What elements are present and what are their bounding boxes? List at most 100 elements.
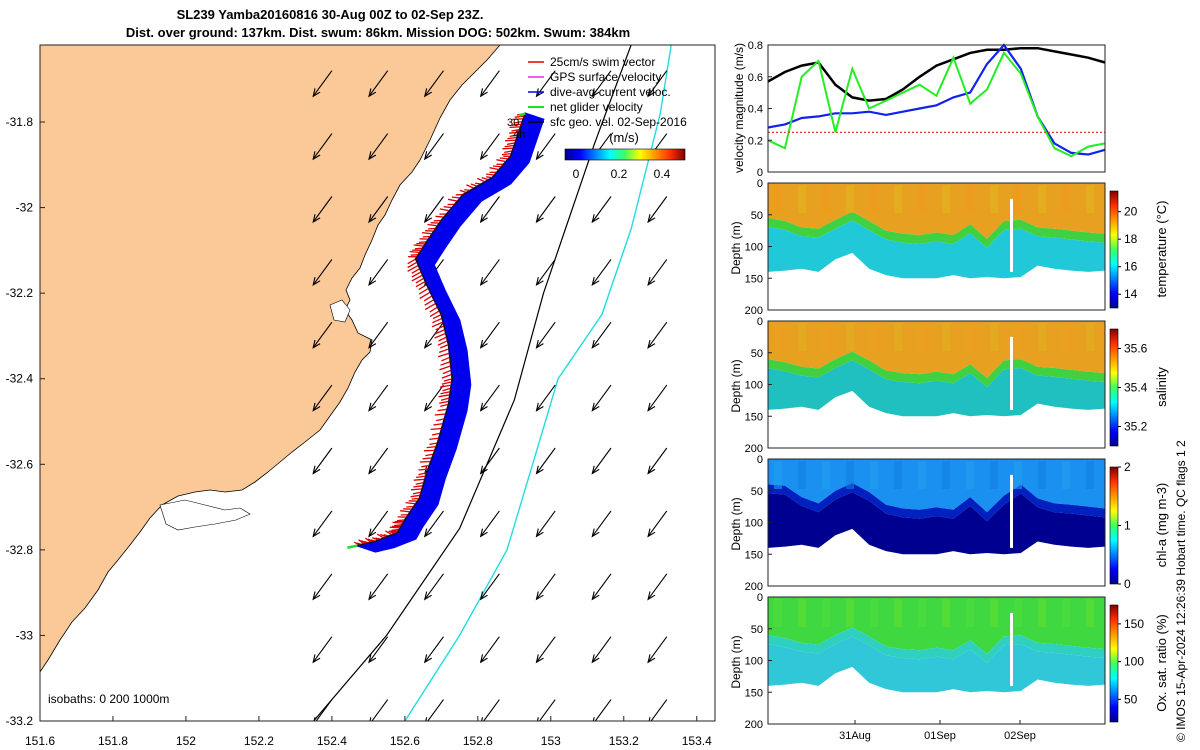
section-ytick-label: 0 — [757, 178, 763, 190]
swim-vector — [400, 510, 411, 513]
current-vector-head — [423, 339, 432, 349]
current-vector — [591, 573, 612, 600]
velocity-ytick-label: 0.8 — [748, 40, 763, 52]
legend-item-sfc: sfc geo. vel. 02-Sep-2016 — [550, 115, 687, 129]
swim-vector — [489, 167, 500, 171]
swim-vector — [376, 533, 385, 539]
current-vector-head — [535, 151, 544, 161]
swim-vector — [438, 336, 448, 342]
estuary-island — [159, 499, 251, 531]
swim-vector — [439, 343, 449, 349]
section-streak — [870, 599, 878, 627]
swim-vector — [440, 397, 450, 401]
current-vector — [312, 133, 333, 160]
section-ylabel: Depth (m) — [729, 359, 743, 412]
current-vector-head — [592, 717, 600, 721]
section-streak — [990, 599, 998, 627]
map-axes-frame — [39, 44, 716, 722]
section-streak — [990, 185, 998, 213]
current-vector — [424, 196, 444, 223]
swim-vector — [431, 432, 441, 436]
swim-vector — [440, 390, 451, 395]
swim-vector — [434, 413, 446, 416]
current-vector-head — [368, 654, 377, 664]
current-vector — [591, 636, 612, 663]
current-vector — [368, 70, 389, 97]
section-colorbar-tick-label: 0 — [1124, 577, 1131, 591]
section-transition-layer — [768, 627, 1105, 663]
section-streak — [1086, 323, 1094, 351]
section-streak — [894, 461, 902, 489]
current-vector-head — [647, 339, 656, 349]
current-vector — [312, 196, 333, 223]
current-vector — [591, 510, 612, 537]
section-transition-layer — [768, 351, 1105, 387]
current-vector — [312, 259, 333, 286]
velocity-ytick-label: 0 — [757, 167, 763, 179]
current-vector-head — [479, 276, 488, 287]
glider-track — [347, 112, 545, 553]
section-streak — [774, 461, 782, 489]
swim-vector — [418, 468, 429, 471]
current-vector-head — [647, 654, 656, 664]
swim-vector — [447, 198, 458, 202]
current-vector-head — [591, 214, 600, 224]
swim-vector — [410, 488, 423, 491]
section-streak — [774, 599, 782, 627]
track-time-label: 30 — [507, 117, 519, 129]
velocity-ylabel: velocity magnitude (m/s) — [732, 43, 746, 173]
current-vector — [591, 384, 612, 411]
current-vector — [536, 384, 556, 411]
section-ytick-label: 100 — [745, 380, 763, 392]
current-vector-head — [647, 88, 656, 98]
section-data-gap — [1010, 336, 1013, 410]
swim-vector — [418, 241, 427, 244]
current-vector — [480, 384, 500, 411]
credit-text: © IMOS 15-Apr-2024 12:26:39 Hobart time.… — [1174, 440, 1188, 742]
swim-vector — [504, 150, 513, 154]
current-vector — [480, 573, 500, 600]
map-ytick-label: -33 — [16, 628, 34, 642]
current-vector — [424, 636, 444, 663]
current-vector-head — [368, 276, 377, 287]
section-panel: 0 50 100 150 200 Depth (m) 0 1 2 chl-a (mg m-3) — [729, 454, 1169, 593]
current-vector — [536, 573, 556, 600]
current-vector-head — [312, 214, 321, 224]
lake — [329, 299, 351, 323]
current-vector-head — [535, 402, 544, 412]
swim-vector — [392, 521, 404, 524]
current-vector-head — [647, 214, 656, 224]
section-data-gap — [1010, 612, 1013, 686]
section-streak — [918, 599, 926, 627]
current-vector — [536, 636, 556, 663]
swim-vector — [509, 134, 519, 138]
swim-vector — [422, 457, 433, 460]
section-ytick-label: 200 — [745, 443, 763, 455]
current-vector-head — [312, 465, 321, 475]
current-vector-head — [535, 465, 544, 475]
section-colorbar — [1109, 604, 1119, 723]
current-vector — [480, 133, 500, 160]
velocity-ytick-label: 0.4 — [748, 104, 763, 116]
current-vector — [312, 447, 333, 474]
swim-vector — [433, 422, 444, 426]
section-streak — [1038, 599, 1046, 627]
swim-vector — [451, 196, 461, 199]
section-xtick-label: 01Sep — [924, 730, 956, 742]
swim-vector — [438, 348, 450, 354]
swim-vector — [506, 142, 516, 146]
current-vector-head — [368, 402, 377, 412]
current-vector-head — [535, 88, 544, 98]
current-vector-head — [479, 88, 488, 98]
current-vector-head — [312, 591, 321, 601]
map-ytick-label: -32.8 — [6, 543, 34, 557]
swim-vector — [365, 537, 372, 543]
swim-vector — [423, 295, 433, 302]
swim-vector — [502, 147, 514, 150]
swim-vector — [429, 310, 440, 317]
current-vector-head — [368, 214, 377, 224]
current-vector-head — [423, 214, 432, 224]
current-vector-head — [591, 276, 600, 287]
swim-vector — [421, 464, 430, 468]
section-streak — [822, 323, 830, 351]
